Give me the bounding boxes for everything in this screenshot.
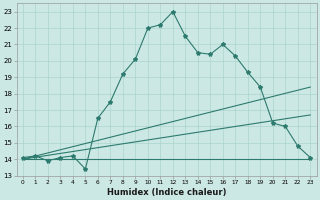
X-axis label: Humidex (Indice chaleur): Humidex (Indice chaleur) bbox=[107, 188, 226, 197]
